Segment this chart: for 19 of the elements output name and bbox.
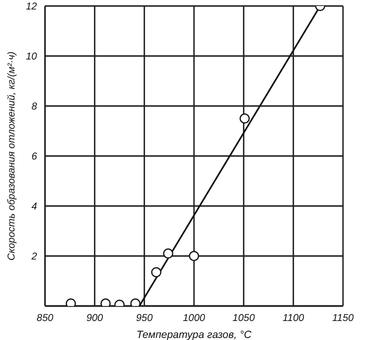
x-tick-label: 1150 bbox=[332, 313, 354, 324]
x-tick-label: 1000 bbox=[182, 313, 206, 324]
y-tick-label: 10 bbox=[26, 52, 38, 63]
y-tick-label: 8 bbox=[31, 102, 38, 113]
x-axis-title: Температура газов, °C bbox=[136, 329, 252, 340]
x-tick-label: 1050 bbox=[232, 313, 256, 324]
x-tick-label: 900 bbox=[86, 313, 104, 324]
x-tick-label: 850 bbox=[36, 313, 54, 324]
point bbox=[240, 113, 250, 124]
y-axis-title: Скорость образования отложений, кг/(м²·ч) bbox=[6, 52, 18, 260]
y-tick-label: 12 bbox=[26, 2, 38, 13]
point bbox=[188, 250, 200, 262]
point bbox=[163, 248, 174, 259]
point bbox=[151, 267, 162, 278]
x-tick-label: 1100 bbox=[282, 313, 305, 324]
x-tick-label: 950 bbox=[136, 313, 154, 324]
y-tick-label: 6 bbox=[31, 152, 38, 163]
y-tick-label: 2 bbox=[30, 252, 38, 263]
y-tick-label: 4 bbox=[31, 202, 38, 213]
